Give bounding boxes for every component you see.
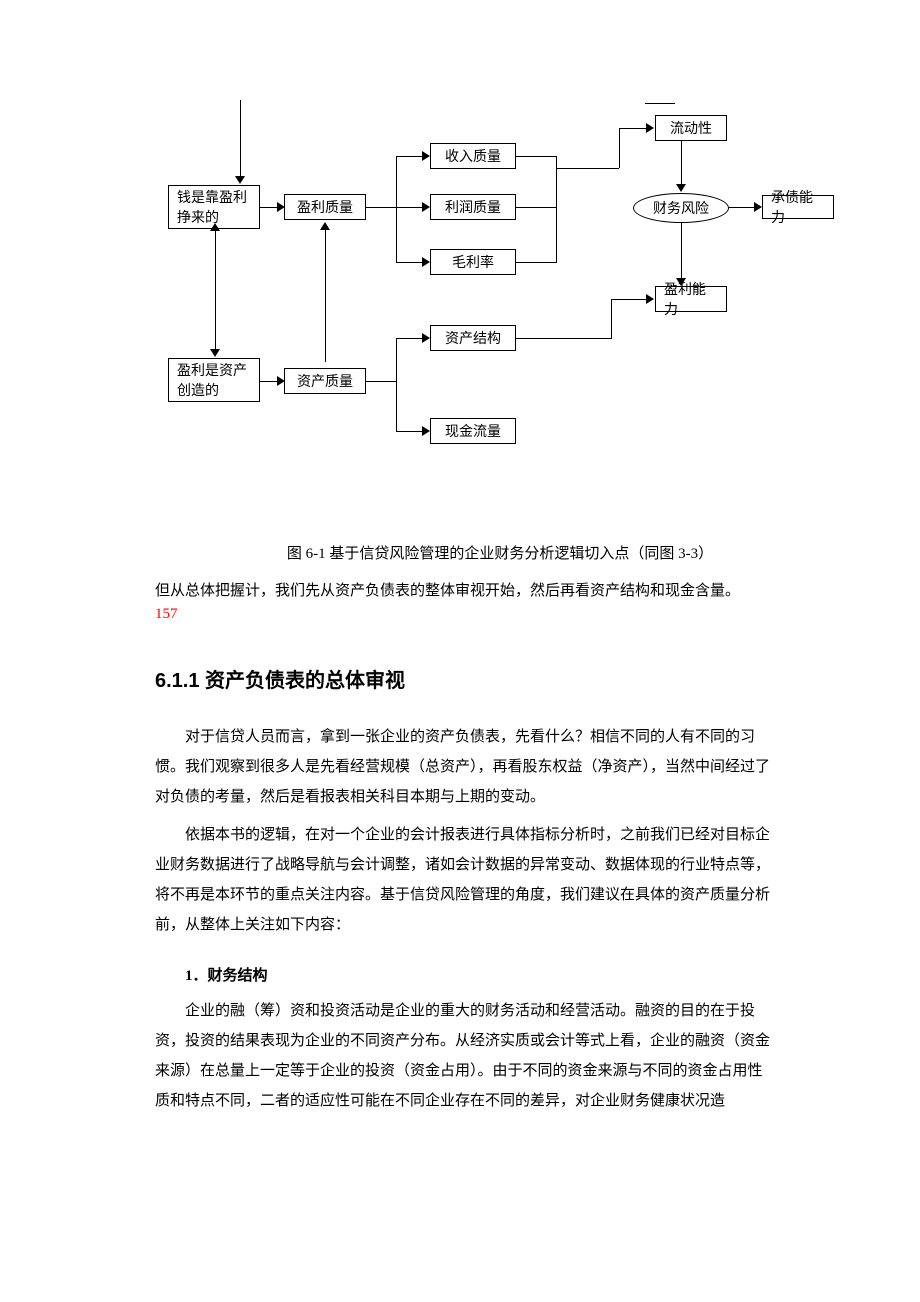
node-asset-structure: 资产结构 — [430, 325, 516, 351]
node-label: 盈利能力 — [664, 279, 718, 319]
node-cashflow: 现金流量 — [430, 418, 516, 444]
node-label: 毛利率 — [452, 252, 494, 272]
intro-text: 但从总体把握计，我们先从资产负债表的整体审视开始，然后再看资产结构和现金含量。 — [155, 583, 740, 599]
node-profitability: 盈利能力 — [655, 286, 727, 312]
node-profit-asset: 盈利是资产创造的 — [168, 358, 260, 402]
sub-heading-text: 1．财务结构 — [185, 968, 268, 984]
node-label: 财务风险 — [653, 198, 709, 218]
node-label: 收入质量 — [445, 146, 501, 166]
node-label: 利润质量 — [445, 197, 501, 217]
flowchart-diagram: 钱是靠盈利挣来的 盈利质量 收入质量 利润质量 毛利率 流动性 财务风险 承债能… — [155, 100, 845, 480]
node-label: 资产质量 — [297, 371, 353, 391]
section-heading: 6.1.1 资产负债表的总体审视 — [155, 664, 405, 693]
node-label: 流动性 — [670, 118, 712, 138]
figure-caption: 图 6-1 基于信贷风险管理的企业财务分析逻辑切入点（同图 3-3） — [155, 542, 845, 563]
para3-text: 企业的融（筹）资和投资活动是企业的重大的财务活动和经营活动。融资的目的在于投资，… — [155, 1003, 770, 1109]
node-revenue-quality: 收入质量 — [430, 143, 516, 169]
node-label: 盈利质量 — [297, 197, 353, 217]
node-profit-quality: 盈利质量 — [284, 194, 366, 220]
sub-heading: 1．财务结构 — [155, 964, 268, 985]
node-label: 现金流量 — [445, 421, 501, 441]
node-label: 承债能力 — [771, 187, 825, 227]
ref-num-text: 157 — [155, 606, 178, 622]
node-asset-quality: 资产质量 — [284, 368, 366, 394]
node-label: 盈利是资产创造的 — [177, 360, 251, 400]
paragraph-1: 对于信贷人员而言，拿到一张企业的资产负债表，先看什么？相信不同的人有不同的习惯。… — [155, 722, 775, 812]
para2-text: 依据本书的逻辑，在对一个企业的会计报表进行具体指标分析时，之前我们已经对目标企业… — [155, 827, 770, 933]
paragraph-2: 依据本书的逻辑，在对一个企业的会计报表进行具体指标分析时，之前我们已经对目标企业… — [155, 820, 775, 940]
para1-text: 对于信贷人员而言，拿到一张企业的资产负债表，先看什么？相信不同的人有不同的习惯。… — [155, 729, 770, 805]
reference-number: 157 — [155, 606, 178, 623]
paragraph-3: 企业的融（筹）资和投资活动是企业的重大的财务活动和经营活动。融资的目的在于投资，… — [155, 996, 775, 1116]
node-liquidity: 流动性 — [655, 115, 727, 141]
node-financial-risk: 财务风险 — [633, 193, 729, 223]
intro-paragraph: 但从总体把握计，我们先从资产负债表的整体审视开始，然后再看资产结构和现金含量。 — [155, 576, 775, 606]
node-profit-quality2: 利润质量 — [430, 194, 516, 220]
caption-text: 图 6-1 基于信贷风险管理的企业财务分析逻辑切入点（同图 3-3） — [287, 546, 713, 562]
node-gross-margin: 毛利率 — [430, 249, 516, 275]
node-label: 钱是靠盈利挣来的 — [177, 187, 251, 227]
node-label: 资产结构 — [445, 328, 501, 348]
section-heading-text: 6.1.1 资产负债表的总体审视 — [155, 670, 405, 692]
node-debt-capacity: 承债能力 — [762, 195, 834, 219]
